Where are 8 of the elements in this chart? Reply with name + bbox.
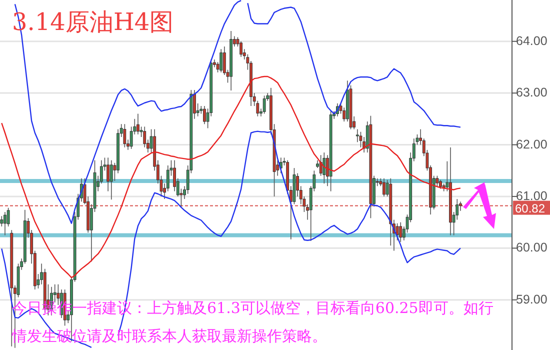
ref-line-label: 60.82 (515, 201, 546, 216)
y-tick-label: 62.00 (516, 137, 548, 152)
y-tick-label: 63.00 (516, 86, 548, 100)
y-tick-label: 60.00 (516, 240, 548, 255)
y-tick-label: 64.00 (516, 34, 548, 48)
y-tick-label: 61.00 (516, 188, 548, 203)
line-series (1, 76, 462, 278)
y-tick-label: 59.00 (516, 292, 548, 306)
